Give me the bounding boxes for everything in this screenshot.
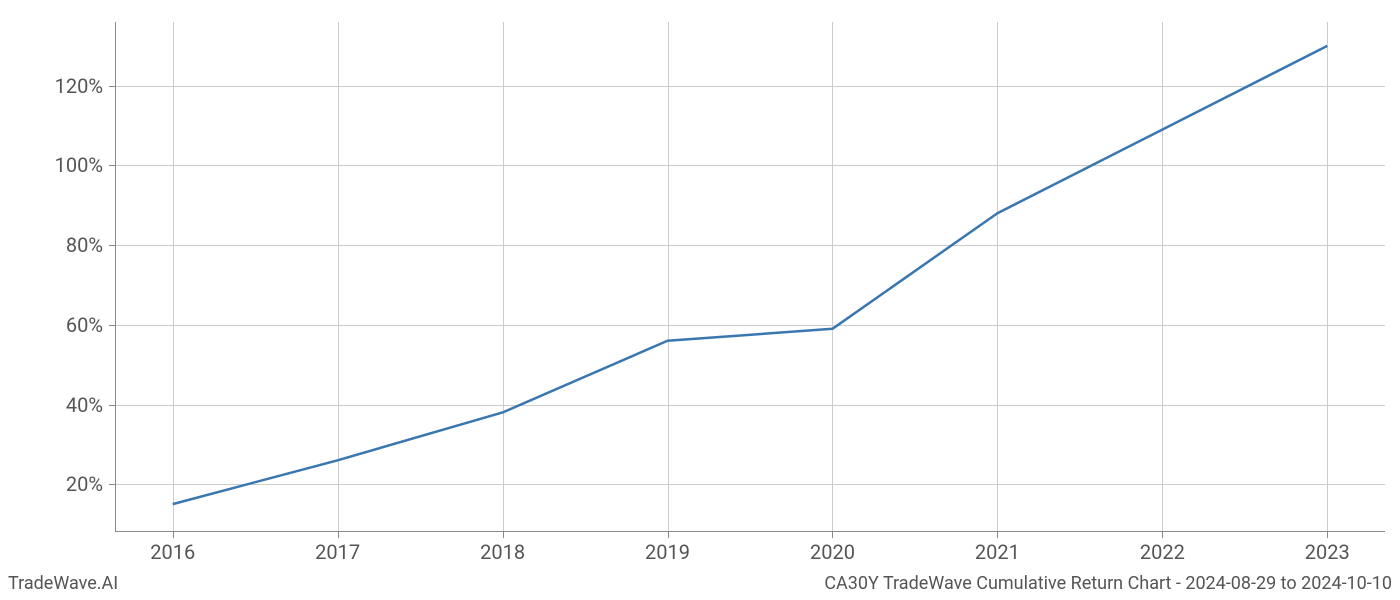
y-tick-label: 20% [0,472,103,496]
x-tick-mark [338,532,339,538]
x-tick-mark [503,532,504,538]
x-tick-label: 2022 [1140,540,1185,564]
x-tick-mark [668,532,669,538]
y-tick-label: 40% [0,393,103,417]
y-tick-label: 60% [0,313,103,337]
x-tick-label: 2018 [480,540,525,564]
x-tick-label: 2020 [810,540,855,564]
y-tick-mark [109,405,115,406]
y-tick-mark [109,325,115,326]
y-tick-mark [109,165,115,166]
footer-brand: TradeWave.AI [8,573,118,594]
x-tick-label: 2019 [645,540,690,564]
return-line [173,46,1328,504]
x-tick-mark [1162,532,1163,538]
x-tick-mark [997,532,998,538]
y-tick-mark [109,86,115,87]
x-tick-label: 2017 [315,540,360,564]
footer-caption: CA30Y TradeWave Cumulative Return Chart … [824,573,1392,594]
y-tick-mark [109,245,115,246]
plot-area [115,22,1385,532]
x-axis-spine [115,531,1385,532]
line-series [115,22,1385,532]
x-tick-label: 2021 [975,540,1020,564]
x-tick-label: 2016 [150,540,195,564]
x-tick-mark [832,532,833,538]
y-tick-mark [109,484,115,485]
y-tick-label: 100% [0,153,103,177]
cumulative-return-chart: 2016 2017 2018 2019 2020 2021 2022 2023 20% 40% 60… [0,0,1400,600]
y-axis-spine [115,22,116,532]
y-tick-label: 80% [0,233,103,257]
x-tick-mark [1327,532,1328,538]
x-tick-mark [173,532,174,538]
y-tick-label: 120% [0,74,103,98]
x-tick-label: 2023 [1305,540,1350,564]
